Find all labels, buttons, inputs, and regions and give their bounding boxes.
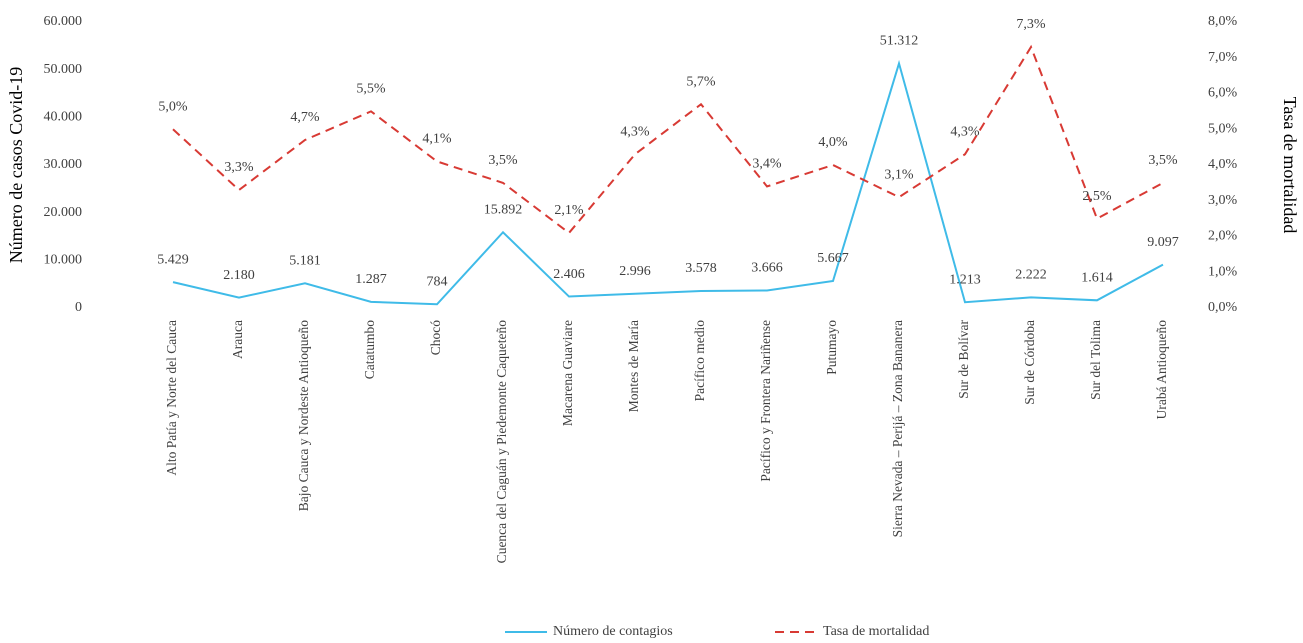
- y2-tick-label: 8,0%: [1208, 14, 1238, 29]
- y-tick-label: 10.000: [44, 253, 83, 268]
- data-label: 3,3%: [224, 160, 254, 175]
- x-tick-label: Urabá Antioqueño: [1154, 320, 1169, 420]
- y2-tick-label: 1,0%: [1208, 264, 1238, 279]
- x-tick-label: Macarena Guaviare: [560, 320, 575, 426]
- data-label: 5.429: [157, 252, 189, 267]
- data-label: 4,7%: [290, 110, 320, 125]
- x-tick-label: Pacífico medio: [692, 320, 707, 402]
- y-tick-label: 0: [75, 300, 82, 315]
- series-line: [172, 59, 1164, 306]
- y2-tick-label: 2,0%: [1208, 229, 1238, 244]
- y2-tick-label: 0,0%: [1208, 300, 1238, 315]
- data-label: 3,5%: [488, 153, 518, 168]
- data-label: 3.578: [685, 261, 717, 276]
- data-label: 4,1%: [422, 132, 452, 147]
- y-tick-label: 30.000: [44, 157, 83, 172]
- data-label: 4,3%: [950, 124, 980, 139]
- data-label: 3,4%: [752, 157, 782, 172]
- y-tick-label: 60.000: [44, 14, 83, 29]
- legend-label: Tasa de mortalidad: [823, 624, 929, 639]
- data-label: 51.312: [880, 34, 919, 49]
- y2-tick-label: 4,0%: [1208, 157, 1238, 172]
- y2-tick-label: 5,0%: [1208, 121, 1238, 136]
- x-tick-label: Sur del Tolima: [1088, 320, 1103, 400]
- data-label: 3,1%: [884, 167, 914, 182]
- x-tick-label: Pacífico y Frontera Nariñense: [758, 320, 773, 482]
- data-label: 9.097: [1147, 235, 1179, 250]
- series-line: [172, 44, 1164, 235]
- y-tick-label: 50.000: [44, 62, 83, 77]
- y-axis-title: Número de casos Covid-19: [6, 67, 26, 263]
- x-tick-label: Catatumbo: [362, 320, 377, 379]
- data-label: 7,3%: [1016, 17, 1046, 32]
- data-label: 5,0%: [158, 99, 188, 114]
- data-label: 15.892: [484, 202, 523, 217]
- y2-tick-label: 7,0%: [1208, 50, 1238, 65]
- x-tick-label: Chocó: [428, 320, 443, 355]
- data-label: 1.213: [949, 272, 981, 287]
- data-label: 5.181: [289, 254, 321, 269]
- x-tick-label: Putumayo: [824, 320, 839, 375]
- data-label: 3.666: [751, 261, 783, 276]
- x-tick-label: Montes de María: [626, 320, 641, 412]
- data-label: 5.667: [817, 251, 849, 266]
- data-label: 2.180: [223, 268, 255, 283]
- x-tick-label: Bajo Cauca y Nordeste Antioqueño: [296, 320, 311, 511]
- y2-tick-label: 6,0%: [1208, 86, 1238, 101]
- data-label: 2.996: [619, 264, 651, 279]
- x-tick-label: Cuenca del Caguán y Piedemonte Caqueteño: [494, 320, 509, 564]
- y-tick-label: 20.000: [44, 205, 83, 220]
- data-label: 1.614: [1081, 271, 1113, 286]
- data-label: 1.287: [355, 272, 387, 287]
- x-tick-label: Sur de Córdoba: [1022, 320, 1037, 405]
- x-tick-label: Alto Patía y Norte del Cauca: [164, 320, 179, 476]
- data-label: 5,7%: [686, 74, 716, 89]
- data-label: 2.406: [553, 267, 585, 282]
- data-label: 2,1%: [554, 203, 584, 218]
- data-label: 4,0%: [818, 135, 848, 150]
- data-label: 4,3%: [620, 124, 650, 139]
- y2-tick-label: 3,0%: [1208, 193, 1238, 208]
- y2-axis-title: Tasa de mortalidad: [1280, 97, 1300, 234]
- data-label: 784: [427, 274, 448, 289]
- x-tick-label: Sur de Bolívar: [956, 320, 971, 399]
- x-tick-label: Arauca: [230, 320, 245, 359]
- data-label: 3,5%: [1148, 153, 1178, 168]
- data-label: 5,5%: [356, 82, 386, 97]
- data-label: 2.222: [1015, 268, 1047, 283]
- y-tick-label: 40.000: [44, 110, 83, 125]
- legend-label: Número de contagios: [553, 624, 673, 639]
- data-label: 2,5%: [1082, 189, 1112, 204]
- x-tick-label: Sierra Nevada – Perijá – Zona Bananera: [890, 320, 905, 537]
